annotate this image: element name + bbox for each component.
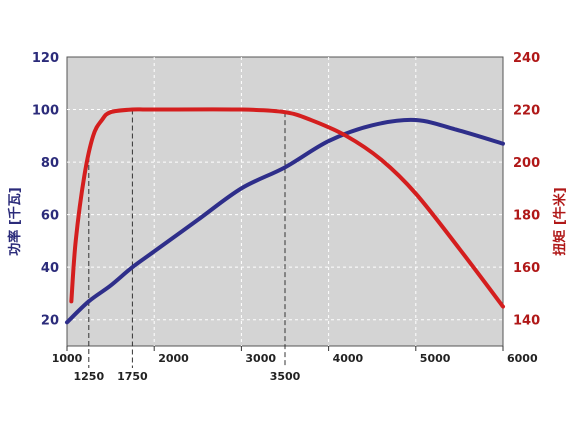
- x-tick-label: 5000: [420, 352, 451, 365]
- right-tick-label: 160: [513, 261, 540, 276]
- left-tick-labels: 20 40 60 80 100 120: [32, 51, 59, 329]
- x-extra-tick-label: 1250: [73, 370, 104, 383]
- right-tick-label: 220: [513, 104, 540, 119]
- x-tick-label: 3000: [245, 352, 276, 365]
- left-tick-label: 20: [41, 314, 59, 329]
- left-tick-label: 60: [41, 209, 59, 224]
- left-tick-label: 40: [41, 261, 59, 276]
- right-axis-title: 扭矩 [牛米]: [552, 187, 568, 255]
- reference-lines: [88, 109, 286, 368]
- torque-series-line: [69, 107, 505, 309]
- x-tick-label: 6000: [507, 352, 538, 365]
- right-tick-labels: 140 160 180 200 220 240: [513, 51, 540, 329]
- right-tick-label: 180: [513, 209, 540, 224]
- right-tick-label: 240: [513, 51, 540, 66]
- right-tick-label: 140: [513, 314, 540, 329]
- x-tick-label: 2000: [158, 352, 189, 365]
- left-tick-label: 120: [32, 51, 59, 66]
- left-axis-title: 功率 [千瓦]: [7, 187, 23, 255]
- series-layer: [65, 107, 505, 325]
- left-tick-label: 80: [41, 156, 59, 171]
- left-tick-label: 100: [32, 104, 59, 119]
- power-series-line: [65, 117, 505, 325]
- x-tick-labels: 1000 2000 3000 4000 5000 6000 1250 1750 3500: [52, 346, 538, 383]
- x-tick-label: 4000: [333, 352, 364, 365]
- x-extra-tick-label: 3500: [270, 370, 301, 383]
- x-tick-label: 1000: [52, 352, 83, 365]
- right-tick-label: 200: [513, 156, 540, 171]
- x-extra-tick-label: 1750: [117, 370, 148, 383]
